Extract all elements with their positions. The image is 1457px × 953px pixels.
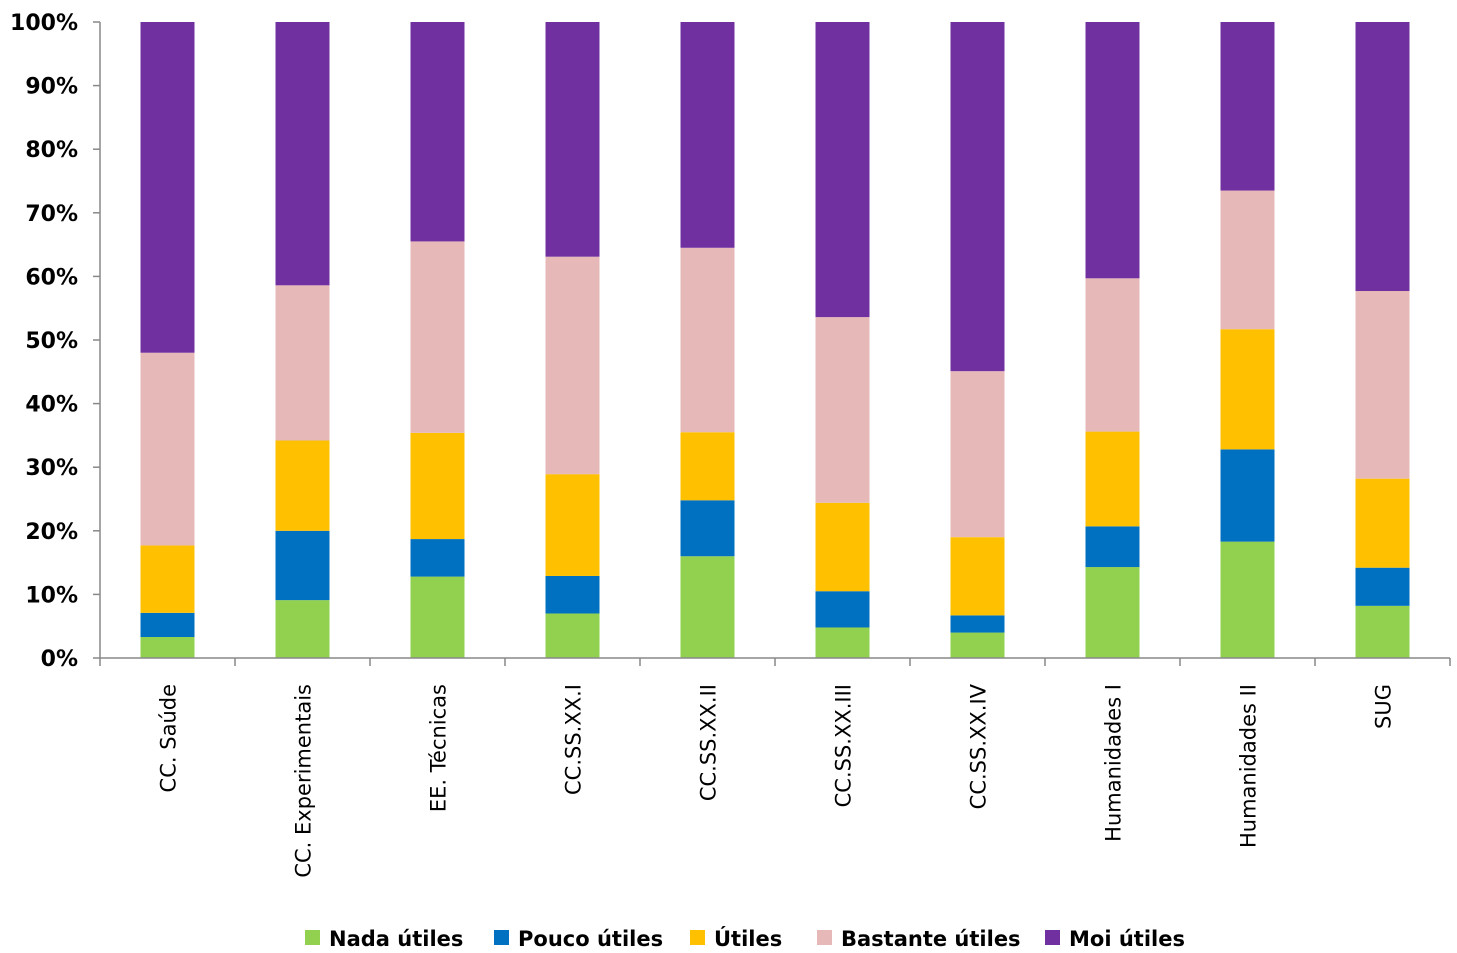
bar-segment: [1355, 605, 1410, 658]
bar-segment: [680, 500, 735, 557]
legend-label: Pouco útiles: [518, 927, 663, 951]
legend-label: Útiles: [714, 926, 782, 951]
legend-label: Bastante útiles: [841, 927, 1021, 951]
bar-segment: [140, 612, 195, 638]
bar-segment: [545, 256, 600, 475]
legend: Nada útiles Pouco útiles Útiles Bastante út…: [305, 926, 1185, 951]
y-axis-ticks: 0% 10% 20% 30% 40% 50% 60% 70% 80% 90% 100%: [10, 11, 100, 672]
bar-segment: [275, 285, 330, 441]
bar-segment: [1355, 22, 1410, 292]
y-tick-label: 40%: [25, 393, 78, 418]
bars: [140, 22, 1410, 658]
legend-swatch: [817, 930, 832, 945]
bar-segment: [815, 591, 870, 628]
axes: [99, 22, 1451, 666]
x-axis-ticks: CC. Saúde CC. Experimentais EE. Técnicas CC…: [157, 683, 1396, 877]
x-tick-label: Humanidades I: [1102, 684, 1126, 842]
bar-segment: [950, 632, 1005, 658]
y-tick-label: 50%: [25, 329, 78, 354]
x-tick-label: CC.SS.XX.III: [832, 684, 856, 807]
bar-segment: [140, 637, 195, 658]
x-tick-label: CC.SS.XX.I: [562, 684, 586, 795]
y-tick-label: 0%: [41, 647, 78, 672]
legend-label: Nada útiles: [329, 927, 463, 951]
bar-segment: [950, 615, 1005, 633]
legend-label: Moi útiles: [1069, 927, 1185, 951]
bar-segment: [140, 22, 195, 353]
bar-segment: [1355, 478, 1410, 568]
y-tick-label: 10%: [25, 583, 78, 608]
bar-segment: [275, 600, 330, 658]
bar-segment: [275, 22, 330, 286]
bar-segment: [1085, 22, 1140, 279]
bar-segment: [410, 576, 465, 658]
legend-swatch: [690, 930, 705, 945]
bar-segment: [1220, 449, 1275, 542]
bar-segment: [410, 432, 465, 540]
legend-swatch: [305, 930, 320, 945]
y-tick-label: 60%: [25, 265, 78, 290]
bar-segment: [680, 432, 735, 501]
bar-segment: [1220, 541, 1275, 658]
legend-swatch: [494, 930, 509, 945]
y-tick-label: 80%: [25, 138, 78, 163]
y-tick-label: 100%: [10, 11, 78, 36]
bar-segment: [680, 22, 735, 248]
bar-segment: [545, 22, 600, 257]
bar-segment: [1085, 567, 1140, 658]
y-tick-label: 70%: [25, 202, 78, 227]
y-tick-label: 90%: [25, 75, 78, 100]
legend-swatch: [1045, 930, 1060, 945]
bar-segment: [545, 474, 600, 576]
bar-segment: [545, 613, 600, 658]
x-tick-label: SUG: [1372, 684, 1396, 729]
x-tick-label: CC. Saúde: [157, 684, 181, 792]
bar-segment: [275, 440, 330, 531]
bar-segment: [1355, 291, 1410, 479]
bar-segment: [140, 352, 195, 546]
bar-segment: [1085, 278, 1140, 432]
bar-segment: [680, 556, 735, 658]
x-tick-label: CC.SS.XX.IV: [967, 683, 991, 809]
bar-segment: [815, 627, 870, 658]
bar-segment: [950, 537, 1005, 616]
bar-segment: [1220, 22, 1275, 191]
bar-segment: [1220, 190, 1275, 330]
bar-segment: [1085, 526, 1140, 568]
x-tick-label: CC.SS.XX.II: [697, 684, 721, 801]
bar-segment: [1085, 431, 1140, 527]
bar-segment: [950, 371, 1005, 538]
x-tick-label: EE. Técnicas: [427, 684, 451, 812]
bar-segment: [410, 539, 465, 577]
bar-segment: [950, 22, 1005, 372]
bar-segment: [275, 530, 330, 601]
bar-segment: [545, 575, 600, 614]
bar-segment: [410, 241, 465, 433]
y-tick-label: 20%: [25, 520, 78, 545]
bar-segment: [410, 22, 465, 242]
y-tick-label: 30%: [25, 456, 78, 481]
bar-segment: [1220, 329, 1275, 450]
x-tick-label: CC. Experimentais: [292, 684, 316, 878]
x-tick-label: Humanidades II: [1237, 684, 1261, 848]
bar-segment: [140, 545, 195, 613]
bar-segment: [815, 502, 870, 592]
bar-segment: [680, 247, 735, 433]
bar-segment: [815, 317, 870, 503]
bar-segment: [815, 22, 870, 318]
bar-segment: [1355, 567, 1410, 606]
